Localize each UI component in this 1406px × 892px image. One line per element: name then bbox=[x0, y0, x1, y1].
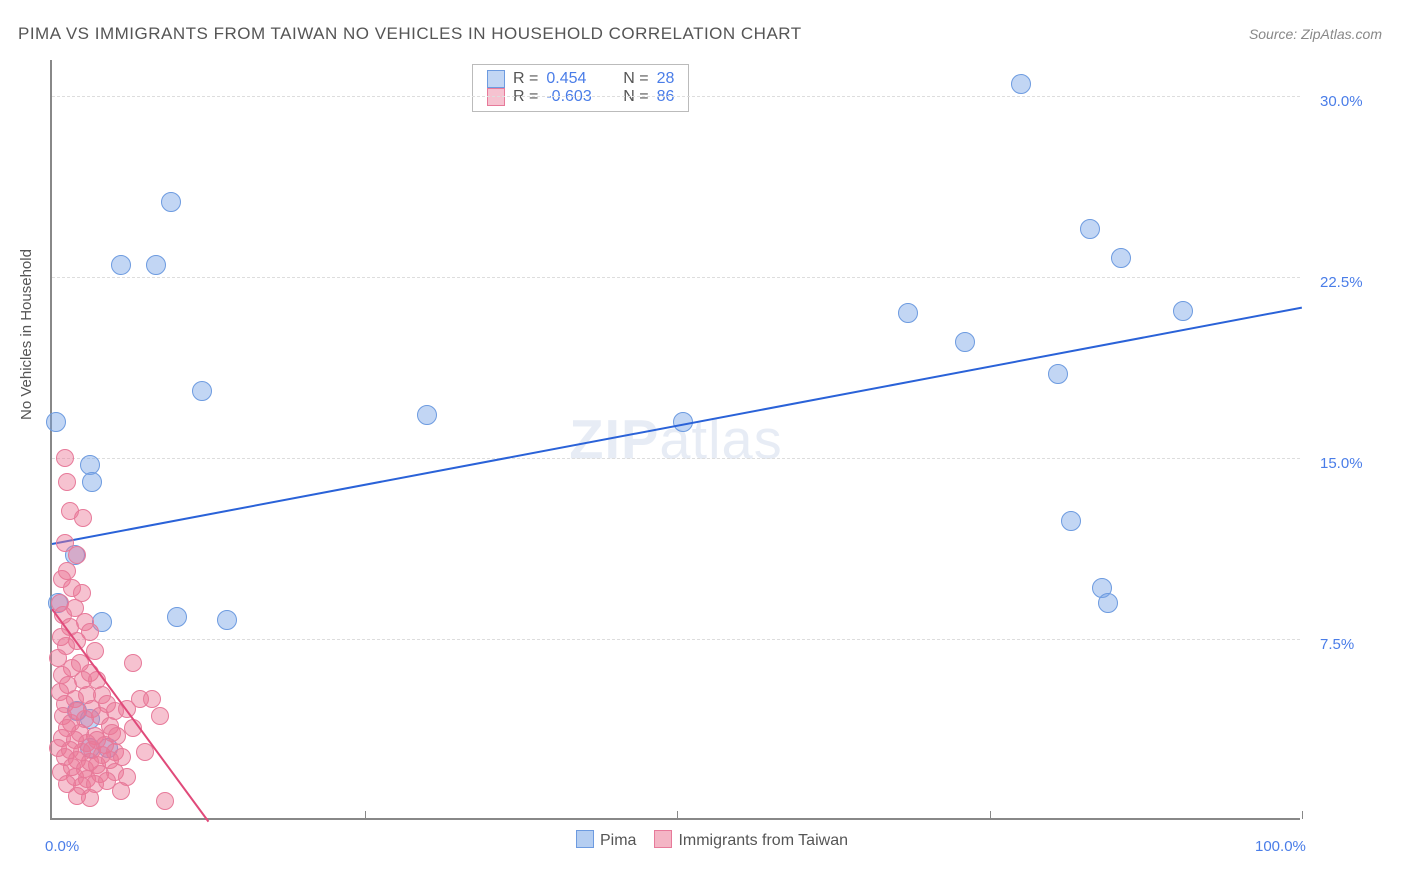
y-tick-label: 7.5% bbox=[1320, 636, 1354, 653]
x-tick-mark bbox=[677, 811, 678, 819]
x-tick-label: 100.0% bbox=[1255, 838, 1306, 855]
data-point bbox=[1111, 248, 1131, 268]
gridline bbox=[52, 96, 1300, 97]
legend-label: Immigrants from Taiwan bbox=[678, 832, 848, 849]
data-point bbox=[58, 473, 76, 491]
chart-title: PIMA VS IMMIGRANTS FROM TAIWAN NO VEHICL… bbox=[18, 24, 802, 44]
data-point bbox=[1080, 219, 1100, 239]
data-point bbox=[1173, 301, 1193, 321]
data-point bbox=[151, 707, 169, 725]
legend-swatch bbox=[654, 830, 672, 848]
y-tick-label: 15.0% bbox=[1320, 455, 1363, 472]
data-point bbox=[74, 509, 92, 527]
data-point bbox=[108, 727, 126, 745]
data-point bbox=[1098, 593, 1118, 613]
data-point bbox=[68, 546, 86, 564]
data-point bbox=[1048, 364, 1068, 384]
correlation-legend: R = 0.454 N = 28R = -0.603 N = 86 bbox=[472, 64, 689, 112]
data-point bbox=[1061, 511, 1081, 531]
x-tick-mark bbox=[990, 811, 991, 819]
data-point bbox=[955, 332, 975, 352]
data-point bbox=[56, 449, 74, 467]
data-point bbox=[146, 255, 166, 275]
x-tick-mark bbox=[1302, 811, 1303, 819]
data-point bbox=[46, 412, 66, 432]
data-point bbox=[112, 782, 130, 800]
series-legend: Pima Immigrants from Taiwan bbox=[0, 830, 1406, 850]
scatter-plot: ZIPatlas R = 0.454 N = 28R = -0.603 N = … bbox=[50, 60, 1300, 820]
gridline bbox=[52, 277, 1300, 278]
data-point bbox=[898, 303, 918, 323]
data-point bbox=[167, 607, 187, 627]
legend-row: R = 0.454 N = 28 bbox=[487, 70, 674, 88]
data-point bbox=[143, 690, 161, 708]
data-point bbox=[82, 472, 102, 492]
gridline bbox=[52, 458, 1300, 459]
x-tick-label: 0.0% bbox=[45, 838, 79, 855]
trend-line bbox=[52, 306, 1302, 544]
data-point bbox=[156, 792, 174, 810]
data-point bbox=[417, 405, 437, 425]
y-tick-label: 30.0% bbox=[1320, 93, 1363, 110]
legend-label: Pima bbox=[600, 832, 636, 849]
data-point bbox=[1011, 74, 1031, 94]
data-point bbox=[161, 192, 181, 212]
data-point bbox=[81, 789, 99, 807]
legend-swatch bbox=[576, 830, 594, 848]
gridline bbox=[52, 639, 1300, 640]
y-axis-label: No Vehicles in Household bbox=[18, 249, 35, 420]
legend-swatch bbox=[487, 70, 505, 88]
data-point bbox=[124, 654, 142, 672]
y-tick-label: 22.5% bbox=[1320, 274, 1363, 291]
data-point bbox=[192, 381, 212, 401]
source-credit: Source: ZipAtlas.com bbox=[1249, 26, 1382, 42]
data-point bbox=[217, 610, 237, 630]
x-tick-mark bbox=[365, 811, 366, 819]
data-point bbox=[111, 255, 131, 275]
